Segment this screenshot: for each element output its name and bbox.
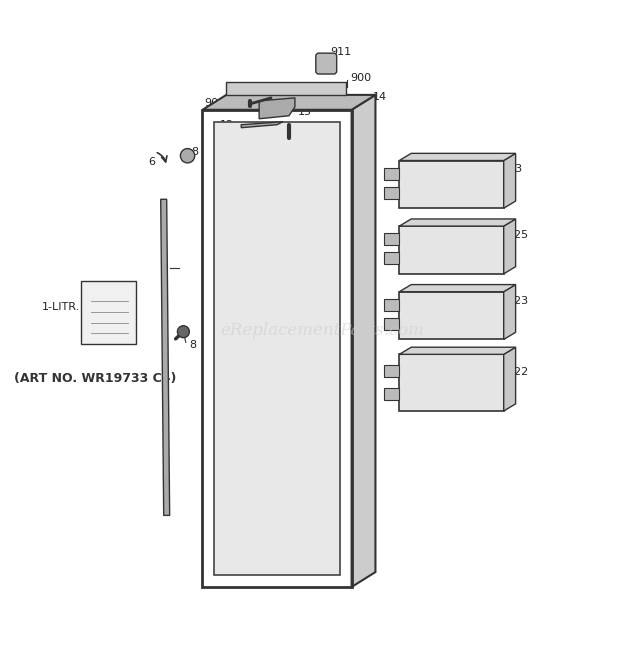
- Text: 900: 900: [350, 73, 371, 83]
- Polygon shape: [203, 95, 376, 110]
- Polygon shape: [399, 285, 516, 292]
- Text: 123: 123: [508, 295, 529, 305]
- Polygon shape: [399, 219, 516, 226]
- Polygon shape: [503, 285, 516, 340]
- Polygon shape: [161, 199, 170, 516]
- Text: 7: 7: [159, 263, 167, 273]
- Text: 8: 8: [192, 147, 199, 157]
- FancyBboxPatch shape: [384, 187, 399, 199]
- Text: 12: 12: [220, 120, 234, 130]
- FancyBboxPatch shape: [384, 299, 399, 311]
- Text: 903: 903: [298, 130, 319, 140]
- Text: 122: 122: [508, 368, 529, 377]
- FancyBboxPatch shape: [384, 233, 399, 245]
- FancyBboxPatch shape: [384, 168, 399, 180]
- Text: 8: 8: [189, 340, 197, 350]
- Circle shape: [177, 326, 189, 338]
- Polygon shape: [259, 98, 295, 119]
- Text: 904: 904: [204, 98, 225, 108]
- Polygon shape: [399, 354, 503, 411]
- FancyBboxPatch shape: [384, 365, 399, 377]
- Polygon shape: [215, 122, 340, 575]
- Polygon shape: [399, 226, 503, 274]
- Text: 1-LITR.: 1-LITR.: [42, 301, 80, 311]
- FancyBboxPatch shape: [81, 281, 136, 344]
- Text: eReplacementParts.com: eReplacementParts.com: [220, 322, 423, 339]
- Text: (ART NO. WR19733 C4): (ART NO. WR19733 C4): [14, 371, 176, 385]
- Polygon shape: [399, 292, 503, 340]
- Circle shape: [180, 149, 195, 163]
- Text: 6: 6: [148, 157, 155, 167]
- FancyBboxPatch shape: [384, 318, 399, 330]
- Polygon shape: [503, 219, 516, 274]
- FancyBboxPatch shape: [384, 388, 399, 400]
- Polygon shape: [399, 347, 516, 354]
- Polygon shape: [352, 95, 376, 587]
- FancyBboxPatch shape: [316, 53, 337, 74]
- Polygon shape: [241, 122, 283, 128]
- Text: 14: 14: [373, 92, 387, 102]
- FancyBboxPatch shape: [226, 82, 345, 95]
- Polygon shape: [399, 161, 503, 208]
- Polygon shape: [503, 153, 516, 208]
- Text: 23: 23: [508, 165, 522, 175]
- Text: 15: 15: [298, 107, 312, 117]
- FancyBboxPatch shape: [384, 253, 399, 264]
- Text: 911: 911: [330, 47, 352, 57]
- Text: 125: 125: [508, 230, 529, 240]
- Polygon shape: [399, 153, 516, 161]
- Polygon shape: [503, 347, 516, 411]
